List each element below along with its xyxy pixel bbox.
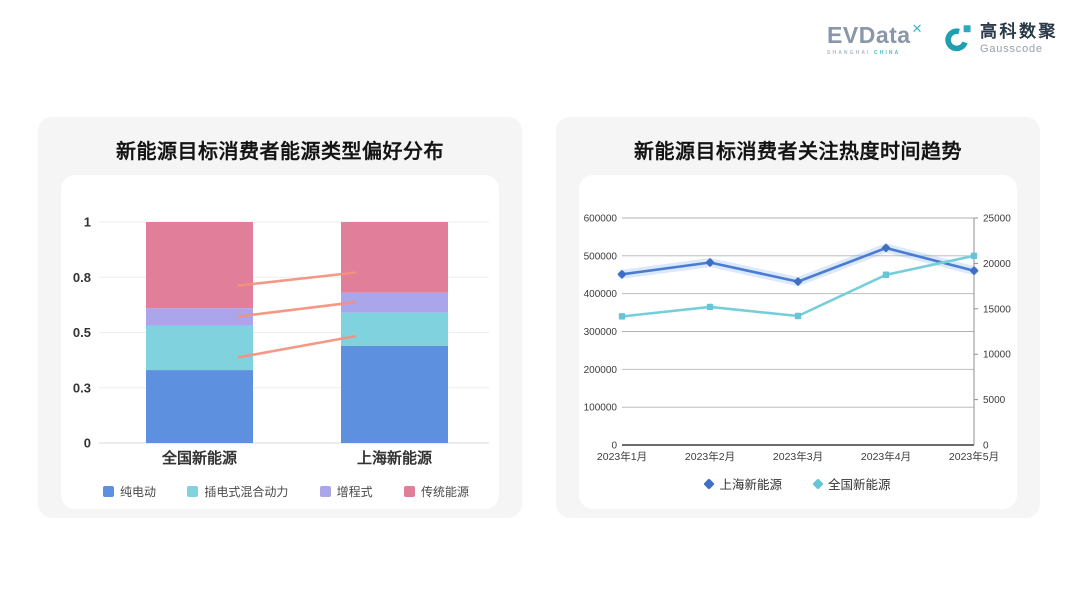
trend-legend: 上海新能源 全国新能源	[579, 474, 1017, 493]
connector-line	[237, 271, 357, 287]
right-axis-label: 0	[983, 441, 989, 452]
data-point[interactable]	[882, 271, 890, 278]
data-point[interactable]	[617, 270, 627, 279]
trend-chart-panel: 0 100000 200000 300000 400000 500000 600000 0 50…	[579, 175, 1017, 509]
preference-legend: 纯电动 插电式混合动力 增程式 传统能源	[103, 483, 469, 500]
legend-swatch	[703, 477, 716, 490]
data-point[interactable]	[881, 243, 891, 253]
right-axis-label: 10000	[983, 350, 1011, 361]
legend-swatch	[103, 486, 114, 497]
legend-item[interactable]: 传统能源	[403, 483, 469, 500]
evdata-text: EVData	[827, 22, 911, 48]
y-tick-label: 0.8	[73, 270, 91, 285]
legend-item[interactable]: 增程式	[319, 483, 373, 500]
legend-label: 上海新能源	[719, 478, 782, 492]
data-point[interactable]	[705, 258, 715, 267]
legend-swatch	[812, 477, 824, 490]
preference-chart-title: 新能源目标消费者能源类型偏好分布	[116, 141, 444, 163]
legend-item[interactable]: 插电式混合动力	[187, 483, 288, 500]
right-axis-label: 20000	[983, 259, 1011, 270]
left-axis-label: 300000	[584, 327, 618, 338]
bar-1	[146, 222, 253, 443]
connector-lines	[237, 271, 357, 359]
legend-label: 全国新能源	[828, 478, 891, 492]
data-point[interactable]	[794, 312, 802, 320]
left-axis-label: 200000	[584, 365, 618, 376]
y-tick-label: 0	[84, 436, 91, 451]
gausscode-en: Gausscode	[980, 42, 1043, 55]
stacked-bar-chart: 0 0.3 0.5 0.8 1 全国新能源 上海新能源	[73, 215, 489, 467]
bar-2	[341, 222, 448, 443]
bar-segment[interactable]	[341, 345, 448, 443]
evdata-wordmark: EVData✕	[827, 22, 923, 47]
gausscode-cn: 高科数聚	[980, 22, 1058, 42]
gausscode-icon	[945, 25, 971, 52]
legend-item[interactable]: 纯电动	[103, 483, 156, 500]
legend-label: 插电式混合动力	[204, 485, 289, 499]
gausscode-logo: 高科数聚 Gausscode	[943, 22, 1058, 55]
bar-segment[interactable]	[341, 292, 448, 313]
y-tick-label: 1	[84, 215, 91, 230]
legend-label: 传统能源	[420, 485, 469, 499]
bar-segment[interactable]	[341, 222, 448, 293]
series-2	[618, 252, 978, 320]
preference-chart-panel: 0 0.3 0.5 0.8 1 全国新能源 上海新能源 纯电动 插电式混合动力 增程式 传统能源	[61, 175, 499, 509]
x-axis-label: 2023年3月	[773, 450, 823, 463]
connector-line	[237, 334, 357, 359]
right-axis-label: 15000	[983, 304, 1011, 315]
series-glow	[617, 243, 979, 287]
x-axis-label: 2023年4月	[861, 450, 911, 463]
legend-label: 增程式	[336, 485, 373, 499]
series-1	[617, 243, 979, 287]
right-axis-label: 25000	[983, 214, 1011, 225]
data-point[interactable]	[970, 252, 978, 260]
legend-swatch	[319, 486, 331, 497]
legend-swatch	[187, 486, 199, 497]
legend-swatch	[403, 486, 415, 497]
legend-item[interactable]: 上海新能源	[703, 474, 782, 493]
evdata-x-icon: ✕	[911, 21, 923, 36]
bar-segment[interactable]	[146, 325, 253, 371]
y-tick-label: 0.3	[73, 380, 91, 395]
connector-line	[237, 300, 357, 318]
gausscode-text: 高科数聚 Gausscode	[980, 22, 1058, 55]
evdata-logo: EVData✕ SHANGHAI CHINA	[827, 22, 923, 56]
trend-chart-title: 新能源目标消费者关注热度时间趋势	[634, 141, 962, 163]
header-logos: EVData✕ SHANGHAI CHINA 高科数聚 Gausscode	[827, 22, 1058, 56]
evdata-sub-china: CHINA	[874, 50, 901, 56]
bar-segment[interactable]	[341, 312, 448, 346]
data-point[interactable]	[969, 266, 979, 275]
bar-segment[interactable]	[146, 222, 253, 309]
x-axis-label: 2023年1月	[597, 450, 647, 463]
category-label: 上海新能源	[357, 449, 432, 467]
preference-chart-card: 新能源目标消费者能源类型偏好分布 0 0.3 0.5 0.8 1 全国新能源 上海新能源 纯…	[38, 117, 522, 518]
x-axis-label: 2023年2月	[685, 450, 735, 463]
right-axis-label: 5000	[983, 395, 1006, 406]
evdata-subtext: SHANGHAI CHINA	[827, 50, 923, 56]
left-axis-label: 600000	[584, 214, 618, 225]
legend-label: 纯电动	[120, 485, 157, 499]
grid-and-axes: 0 100000 200000 300000 400000 500000 600000 0 50…	[584, 214, 1012, 464]
line-chart: 0 100000 200000 300000 400000 500000 600000 0 50…	[584, 214, 1012, 464]
left-axis-label: 400000	[584, 289, 618, 300]
category-label: 全国新能源	[161, 449, 237, 467]
legend-item[interactable]: 全国新能源	[812, 474, 891, 493]
data-point[interactable]	[618, 313, 626, 320]
data-point[interactable]	[793, 277, 803, 286]
bar-segment[interactable]	[146, 308, 253, 326]
evdata-sub-shanghai: SHANGHAI	[827, 50, 871, 56]
left-axis-label: 0	[611, 441, 617, 452]
x-axis-label: 2023年5月	[949, 450, 999, 463]
data-point[interactable]	[706, 303, 714, 311]
left-axis-label: 100000	[584, 403, 618, 414]
y-tick-label: 0.5	[73, 325, 91, 340]
trend-chart-card: 新能源目标消费者关注热度时间趋势 0 100000 200000 300000 4000…	[556, 117, 1040, 518]
bar-segment[interactable]	[146, 370, 253, 443]
left-axis-label: 500000	[584, 251, 618, 262]
